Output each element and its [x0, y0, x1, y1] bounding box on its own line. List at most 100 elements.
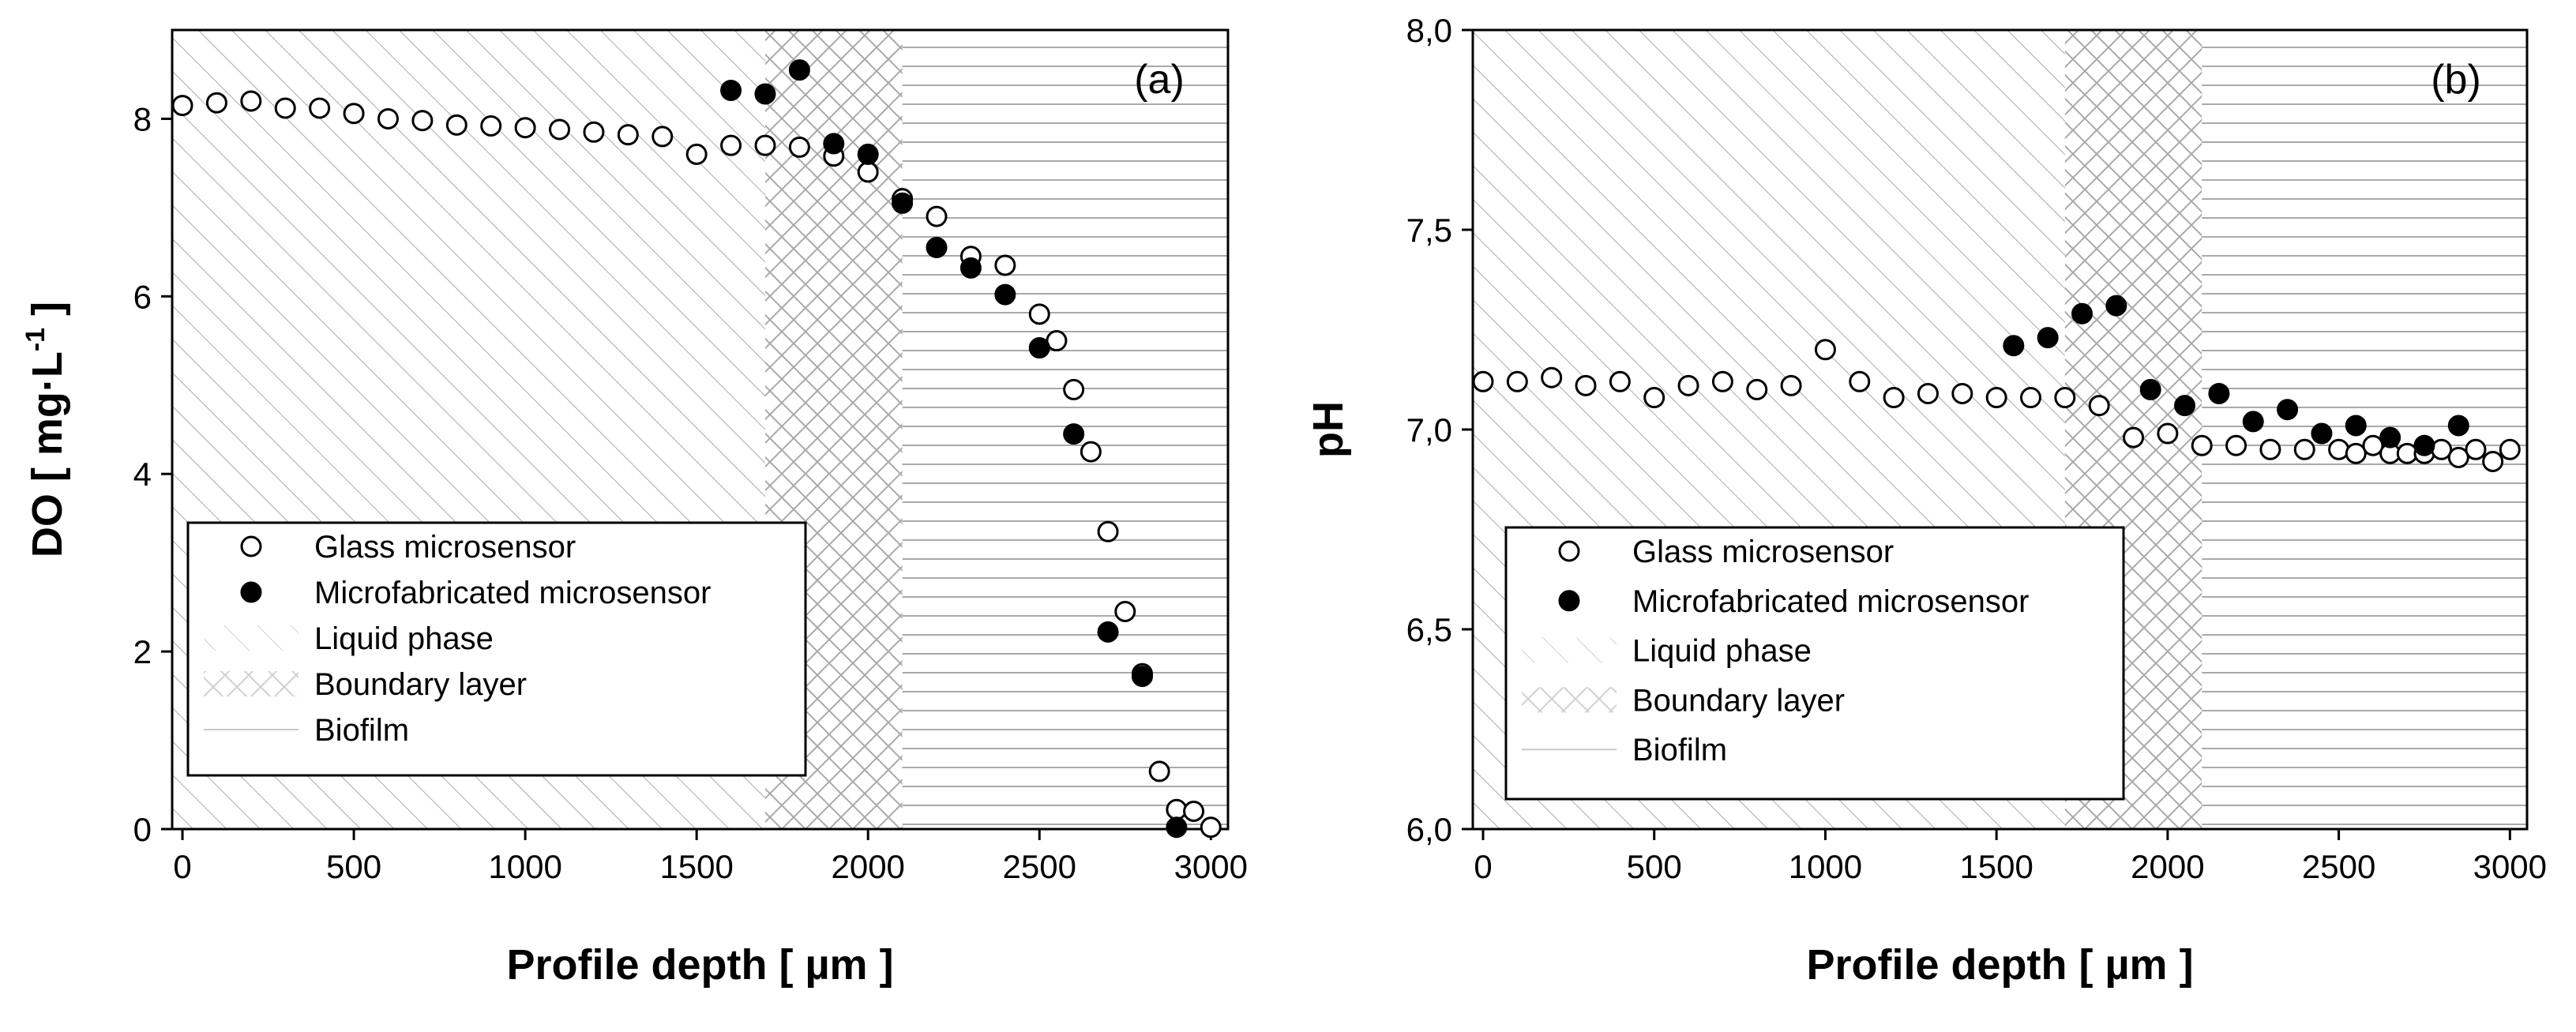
glass-point: [652, 126, 674, 148]
x-tick-label: 0: [1474, 848, 1492, 885]
y-tick-label: 2: [133, 633, 152, 670]
micro-point: [2139, 378, 2161, 400]
y-tick-label: 7,5: [1406, 212, 1452, 249]
x-tick-label: 500: [326, 848, 381, 885]
micro-point: [2447, 415, 2469, 437]
glass-point: [480, 114, 502, 137]
glass-point: [1711, 370, 1733, 392]
y-axis-title-end: ]: [24, 302, 71, 328]
micro-point: [926, 236, 948, 258]
y-axis-title-main: DO [ mg·L: [24, 351, 71, 557]
y-axis-title: pH: [1305, 401, 1352, 458]
plot-frame: [171, 28, 1230, 831]
glass-point: [1183, 801, 1205, 823]
legend-label: Microfabricated microsensor: [314, 576, 711, 610]
micro-point: [1028, 337, 1050, 359]
glass-point: [720, 134, 742, 156]
micro-point: [2037, 327, 2059, 349]
legend-label: Glass microsensor: [1632, 535, 1894, 569]
y-axis-title-superscript: -1: [21, 328, 51, 351]
x-axis-title: Profile depth [ µm ]: [1806, 941, 2193, 989]
glass-point: [2191, 434, 2213, 456]
micro-point: [720, 79, 742, 101]
y-tick-label: 6,0: [1406, 811, 1452, 848]
micro-point: [1097, 621, 1119, 643]
x-tick-label: 2000: [831, 848, 904, 885]
glass-point: [171, 95, 193, 117]
glass-point: [857, 161, 879, 183]
legend-label: Microfabricated microsensor: [1632, 584, 2029, 619]
legend-label: Boundary layer: [314, 667, 527, 702]
y-tick-label: 8: [133, 100, 152, 137]
x-tick-label: 1500: [1959, 848, 2033, 885]
x-tick-label: 2000: [2131, 848, 2204, 885]
legend-label: Liquid phase: [314, 621, 494, 656]
glass-point: [1114, 601, 1136, 623]
glass-point: [1148, 760, 1170, 782]
x-tick-label: 0: [173, 848, 191, 885]
micro-point: [2105, 295, 2127, 317]
x-tick-label: 2500: [1003, 848, 1076, 885]
glass-point: [1883, 387, 1905, 409]
micro-point: [2242, 411, 2264, 433]
y-tick-label: 6: [133, 278, 152, 315]
x-tick-label: 2500: [2302, 848, 2375, 885]
x-axis-title: Profile depth [ µm ]: [506, 941, 893, 989]
glass-point: [1575, 374, 1597, 396]
legend-boundary-swatch: [204, 671, 299, 696]
micro-point: [2174, 395, 2196, 417]
micro-point: [2413, 434, 2435, 456]
glass-point: [2225, 434, 2247, 456]
glass-point: [1541, 366, 1563, 388]
y-axis-title-main: pH: [1305, 401, 1352, 458]
legend-micro-marker: [240, 581, 262, 603]
x-tick-label: 500: [1627, 848, 1682, 885]
y-tick-label: 4: [133, 456, 152, 493]
glass-point: [1506, 370, 1528, 392]
glass-point: [2345, 442, 2367, 464]
legend-label: Biofilm: [314, 713, 409, 748]
legend-box: [1504, 526, 2125, 801]
glass-point: [2482, 450, 2504, 472]
glass-point: [2123, 426, 2145, 448]
glass-point: [2088, 395, 2110, 417]
glass-point: [617, 124, 639, 146]
glass-point: [1028, 303, 1050, 325]
micro-point: [959, 257, 982, 279]
micro-point: [2277, 399, 2299, 421]
glass-point: [685, 143, 708, 165]
glass-point: [2362, 434, 2384, 456]
glass-point: [1917, 382, 1939, 404]
glass-point: [205, 92, 227, 114]
legend-liquid-swatch: [1522, 637, 1617, 663]
micro-point: [2379, 426, 2401, 448]
panel-label: (b): [2431, 57, 2481, 103]
y-tick-label: 6,5: [1406, 611, 1452, 648]
glass-point: [274, 97, 296, 119]
micro-point: [754, 83, 776, 105]
glass-point: [1985, 387, 2007, 409]
glass-point: [1746, 378, 1768, 400]
glass-point: [1814, 339, 1836, 361]
legend-label: Biofilm: [1632, 733, 1727, 767]
micro-point: [788, 59, 810, 81]
glass-point: [240, 90, 262, 112]
x-tick-label: 3000: [2473, 848, 2547, 885]
legend-glass-marker: [1558, 540, 1580, 562]
legend-label: Liquid phase: [1632, 634, 1812, 669]
micro-point: [2208, 382, 2230, 404]
x-tick-label: 3000: [1174, 848, 1248, 885]
y-tick-label: 8,0: [1406, 12, 1452, 49]
glass-point: [1780, 374, 1802, 396]
glass-point: [343, 103, 365, 125]
glass-point: [2499, 438, 2521, 460]
glass-point: [754, 134, 776, 156]
glass-point: [1609, 370, 1631, 392]
micro-point: [2071, 302, 2093, 325]
micro-point: [2345, 415, 2367, 437]
glass-point: [788, 136, 810, 158]
legend-micro-marker: [1558, 590, 1580, 612]
legend-label: Glass microsensor: [314, 530, 576, 565]
glass-point: [1849, 370, 1871, 392]
